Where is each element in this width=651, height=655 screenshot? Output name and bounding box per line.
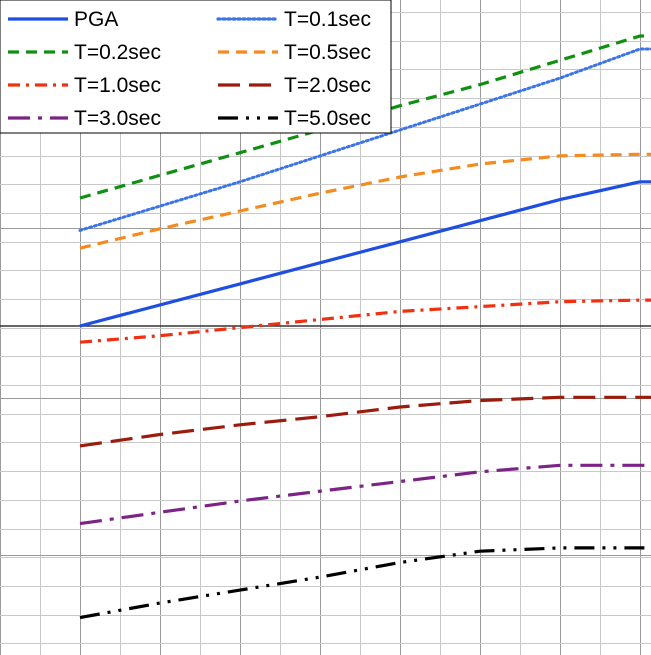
legend: PGA T=0.1sec T=0.2sec T=0.5sec T=1.0sec T=2.0… — [0, 0, 392, 134]
legend-label: PGA — [74, 8, 118, 31]
legend-label: T=2.0sec — [284, 74, 371, 97]
series-line-t-0-2sec — [79, 34, 651, 200]
legend-label: T=3.0sec — [74, 107, 161, 130]
legend-label: T=1.0sec — [74, 74, 161, 97]
series-layer — [78, 34, 651, 620]
legend-label: T=0.2sec — [74, 41, 161, 64]
series-line-t-0-1sec — [78, 47, 651, 232]
legend-label: T=0.5sec — [284, 41, 371, 64]
series-line-pga — [79, 180, 651, 328]
legend-label: T=5.0sec — [284, 107, 371, 130]
series-line-t-0-5sec — [79, 152, 651, 250]
series-line-t-3-0sec — [79, 463, 651, 526]
series-line-t-5-0sec — [79, 546, 651, 620]
series-line-t-2-0sec — [79, 395, 651, 448]
legend-label: T=0.1sec — [284, 8, 371, 31]
legend-box — [0, 0, 392, 134]
